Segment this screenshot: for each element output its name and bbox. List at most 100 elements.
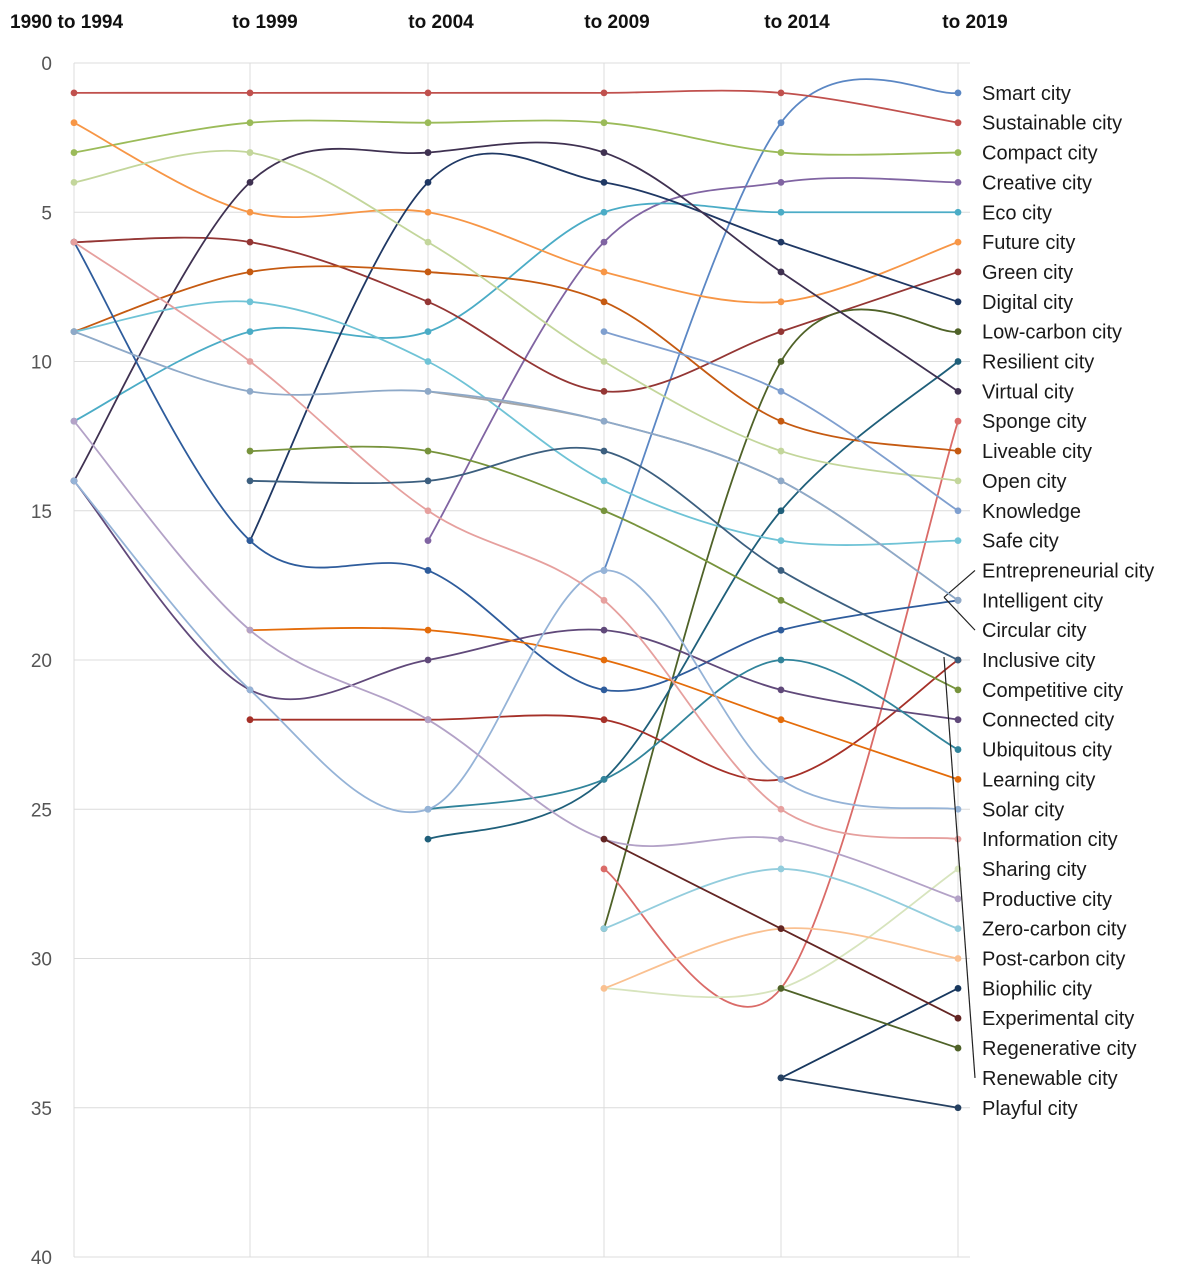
series-line bbox=[73, 265, 959, 452]
series: Liveable city bbox=[70, 265, 1092, 463]
series: Knowledge bbox=[600, 328, 1081, 523]
series-label: Safe city bbox=[982, 531, 1059, 553]
series-point bbox=[954, 328, 962, 336]
series-label: Inclusive city bbox=[982, 650, 1095, 672]
series-point bbox=[954, 776, 962, 783]
series-point bbox=[600, 179, 608, 186]
series-label: Resilient city bbox=[982, 352, 1094, 374]
series-point bbox=[424, 238, 432, 246]
series-point bbox=[954, 507, 962, 515]
series-line bbox=[73, 89, 959, 124]
series-point bbox=[424, 149, 432, 156]
series-label: Productive city bbox=[982, 889, 1112, 911]
series-label: Connected city bbox=[982, 710, 1114, 732]
series-point bbox=[424, 656, 432, 664]
series-point bbox=[600, 477, 608, 485]
series-point bbox=[600, 626, 608, 634]
series: Inclusive city bbox=[246, 650, 1095, 783]
series-line bbox=[73, 202, 959, 423]
series: Solar city bbox=[70, 477, 1064, 821]
period-header: to 2009 bbox=[584, 12, 649, 33]
period-header: to 2004 bbox=[408, 12, 474, 33]
series-line bbox=[603, 420, 959, 1008]
series-point bbox=[246, 328, 254, 336]
series-point bbox=[777, 238, 785, 246]
series-line bbox=[73, 300, 959, 546]
series-point bbox=[424, 358, 432, 365]
series-point bbox=[954, 1014, 962, 1022]
series-label: Circular city bbox=[982, 620, 1086, 642]
y-tick-label: 35 bbox=[31, 1099, 52, 1120]
y-axis-ticks: 0 5 10 15 20 25 30 35 40 bbox=[31, 54, 52, 1265]
series-point bbox=[777, 835, 785, 843]
series-point bbox=[954, 805, 962, 813]
series-point bbox=[600, 835, 608, 843]
y-tick-label: 20 bbox=[31, 651, 52, 672]
series-point bbox=[246, 358, 254, 365]
series-point bbox=[600, 686, 608, 694]
series-line bbox=[73, 121, 959, 304]
series-point bbox=[600, 656, 608, 664]
series: Circular city bbox=[70, 328, 1086, 642]
series-point bbox=[600, 387, 608, 395]
series-point bbox=[70, 238, 78, 246]
series-point bbox=[600, 417, 608, 425]
series-point bbox=[777, 596, 785, 604]
series: Connected city bbox=[70, 477, 1114, 732]
series-label: Virtual city bbox=[982, 381, 1074, 403]
series-point bbox=[954, 925, 962, 933]
series-point bbox=[954, 149, 962, 156]
series-point bbox=[954, 358, 962, 365]
series-point bbox=[777, 358, 785, 365]
series-point bbox=[246, 298, 254, 306]
series-label: Future city bbox=[982, 232, 1075, 254]
series-point bbox=[424, 477, 432, 485]
series-point bbox=[424, 567, 432, 574]
series-point bbox=[954, 208, 962, 216]
series-label: Sponge city bbox=[982, 411, 1087, 433]
series-point bbox=[777, 716, 785, 724]
series-point bbox=[600, 268, 608, 276]
series-point bbox=[246, 626, 254, 634]
series: Digital city bbox=[246, 152, 1073, 544]
series-point bbox=[777, 537, 785, 544]
series-line bbox=[427, 659, 959, 811]
series-label: Low-carbon city bbox=[982, 322, 1122, 344]
series-line bbox=[73, 141, 959, 482]
series-point bbox=[600, 776, 608, 783]
series-point bbox=[246, 537, 254, 544]
series-point bbox=[600, 507, 608, 515]
series-label: Information city bbox=[982, 829, 1118, 851]
series-label: Eco city bbox=[982, 202, 1052, 224]
series-point bbox=[954, 656, 962, 664]
period-header: 1990 to 1994 bbox=[10, 12, 123, 33]
series-point bbox=[246, 686, 254, 694]
series-point bbox=[246, 716, 254, 724]
period-header: to 2014 bbox=[764, 12, 830, 33]
series-point bbox=[424, 537, 432, 544]
series-label: Experimental city bbox=[982, 1008, 1134, 1030]
label-leader-line bbox=[943, 596, 976, 631]
series: Playful city bbox=[777, 1074, 1078, 1120]
series-point bbox=[70, 149, 78, 156]
series-point bbox=[246, 268, 254, 276]
series-label: Smart city bbox=[982, 83, 1071, 105]
series-point bbox=[954, 716, 962, 724]
series-point bbox=[777, 179, 785, 186]
series-label: Zero-carbon city bbox=[982, 919, 1127, 941]
y-tick-label: 15 bbox=[31, 502, 52, 523]
series-point bbox=[777, 865, 785, 873]
series-point bbox=[600, 925, 608, 933]
series-point bbox=[424, 179, 432, 186]
series-point bbox=[424, 119, 432, 127]
series-point bbox=[424, 387, 432, 395]
series-point bbox=[777, 567, 785, 574]
series-point bbox=[246, 179, 254, 186]
series-point bbox=[600, 89, 608, 97]
series-point bbox=[777, 89, 785, 97]
series-line bbox=[249, 152, 959, 542]
series-label: Sharing city bbox=[982, 859, 1087, 881]
series-point bbox=[70, 328, 78, 336]
